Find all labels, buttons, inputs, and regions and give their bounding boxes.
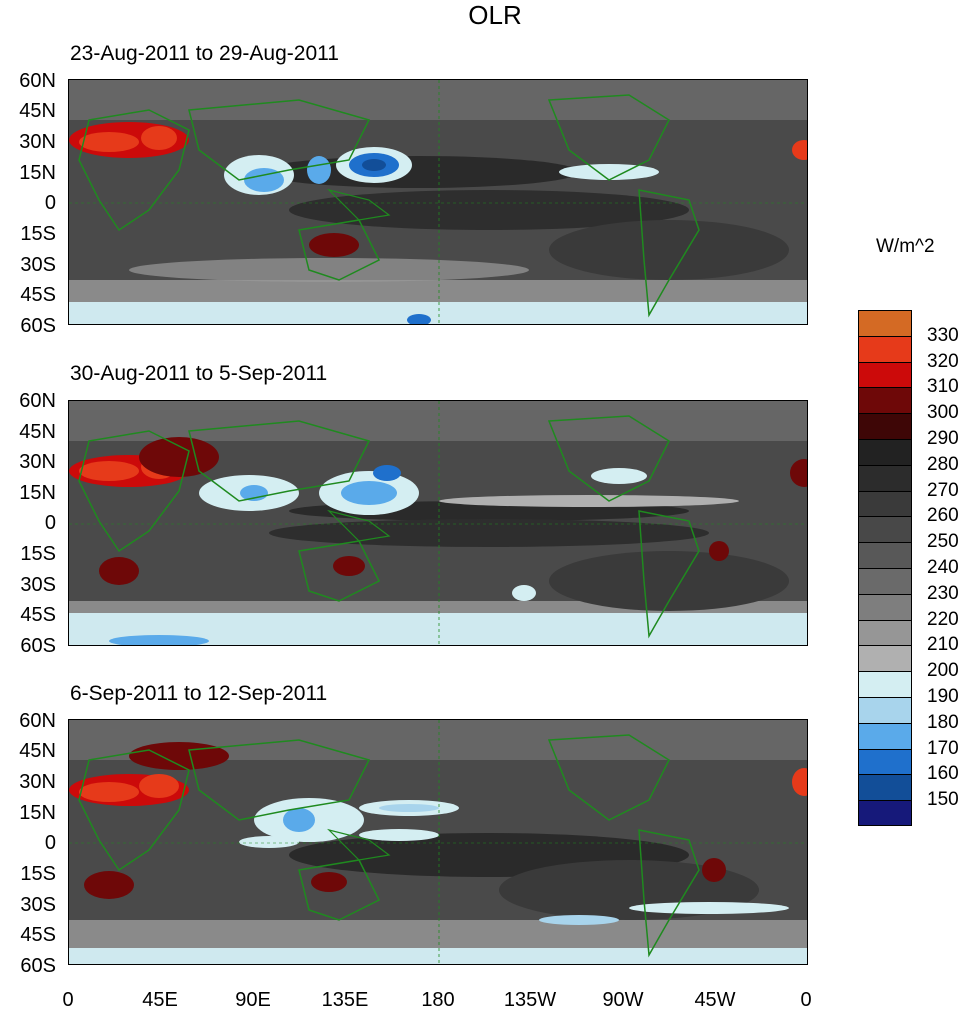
colorbar-label: 260 [927, 505, 959, 527]
colorbar-box [858, 490, 912, 517]
lon-90w: 90W [602, 989, 644, 1011]
panel-3-title: 6-Sep-2011 to 12-Sep-2011 [70, 682, 328, 705]
figure-title: OLR [468, 0, 522, 30]
colorbar-box [858, 774, 912, 801]
colorbar-box [858, 464, 912, 491]
colorbar-box [858, 335, 912, 362]
p2-lat-45s: 45S [20, 604, 56, 626]
p1-lat-45n: 45N [19, 100, 56, 122]
p3-lat-0: 0 [44, 832, 56, 854]
colorbar-box [858, 619, 912, 646]
colorbar-box [858, 361, 912, 388]
panel-2-map [68, 400, 808, 646]
p2-lat-15n: 15N [19, 482, 56, 504]
lon-0-end: 0 [800, 989, 812, 1011]
p1-lat-0: 0 [44, 192, 56, 214]
colorbar-label: 300 [927, 402, 959, 424]
p2-lat-15s: 15S [20, 543, 56, 565]
colorbar-box [858, 645, 912, 672]
colorbar-label: 210 [927, 634, 959, 656]
colorbar-box [858, 800, 912, 826]
p3-lat-30s: 30S [20, 894, 56, 916]
colorbar-label: 200 [927, 660, 959, 682]
p1-lat-15n: 15N [19, 162, 56, 184]
colorbar [858, 310, 912, 826]
p1-lat-60s: 60S [20, 315, 56, 337]
colorbar-box [858, 671, 912, 697]
colorbar-box [858, 748, 912, 775]
colorbar-label: 280 [927, 453, 959, 475]
colorbar-box [858, 387, 912, 414]
colorbar-label: 310 [927, 376, 959, 398]
colorbar-box [858, 438, 912, 465]
colorbar-label: 240 [927, 557, 959, 578]
p2-lat-30s: 30S [20, 574, 56, 596]
colorbar-label: 290 [927, 428, 959, 449]
p3-lat-15s: 15S [20, 863, 56, 885]
lon-135w: 135W [503, 989, 557, 1011]
p1-lat-30n: 30N [19, 131, 56, 153]
colorbar-box [858, 722, 912, 749]
lon-90e: 90E [235, 989, 271, 1011]
panel-3-map [68, 719, 808, 965]
p3-lat-15n: 15N [19, 802, 56, 824]
panel-1-title: 23-Aug-2011 to 29-Aug-2011 [70, 42, 339, 65]
p1-lat-45s: 45S [20, 284, 56, 306]
colorbar-label: 230 [927, 582, 959, 604]
p3-lat-60s: 60S [20, 955, 56, 977]
colorbar-box [858, 310, 912, 336]
colorbar-units: W/m^2 [876, 236, 935, 257]
p2-lat-60n: 60N [19, 390, 56, 412]
colorbar-box [858, 413, 912, 439]
panel-1-map [68, 79, 808, 325]
colorbar-label: 170 [927, 737, 959, 759]
colorbar-box [858, 567, 912, 594]
p1-lat-60n: 60N [19, 70, 56, 92]
lon-0: 0 [62, 989, 74, 1011]
colorbar-box [858, 696, 912, 723]
p2-lat-30n: 30N [19, 451, 56, 473]
p1-lat-15s: 15S [20, 223, 56, 245]
colorbar-label: 190 [927, 686, 959, 707]
colorbar-box [858, 542, 912, 568]
colorbar-label: 330 [927, 324, 959, 346]
p1-lat-30s: 30S [20, 254, 56, 276]
lon-45e: 45E [142, 989, 178, 1011]
p2-lat-0: 0 [44, 512, 56, 534]
colorbar-label: 160 [927, 763, 959, 785]
colorbar-label: 250 [927, 531, 959, 553]
colorbar-label: 180 [927, 711, 959, 733]
colorbar-label: 270 [927, 479, 959, 501]
p3-lat-30n: 30N [19, 771, 56, 793]
p3-lat-60n: 60N [19, 710, 56, 732]
colorbar-label: 220 [927, 608, 959, 630]
p2-lat-45n: 45N [19, 421, 56, 443]
p3-lat-45n: 45N [19, 740, 56, 762]
panel-2-title: 30-Aug-2011 to 5-Sep-2011 [70, 362, 328, 385]
lon-135e: 135E [321, 989, 369, 1011]
colorbar-label: 150 [927, 789, 959, 811]
lon-180: 180 [421, 989, 455, 1011]
p2-lat-60s: 60S [20, 635, 56, 657]
colorbar-box [858, 516, 912, 543]
colorbar-label: 320 [927, 350, 959, 372]
colorbar-box [858, 593, 912, 620]
p3-lat-45s: 45S [20, 924, 56, 946]
lon-45w: 45W [694, 989, 736, 1011]
